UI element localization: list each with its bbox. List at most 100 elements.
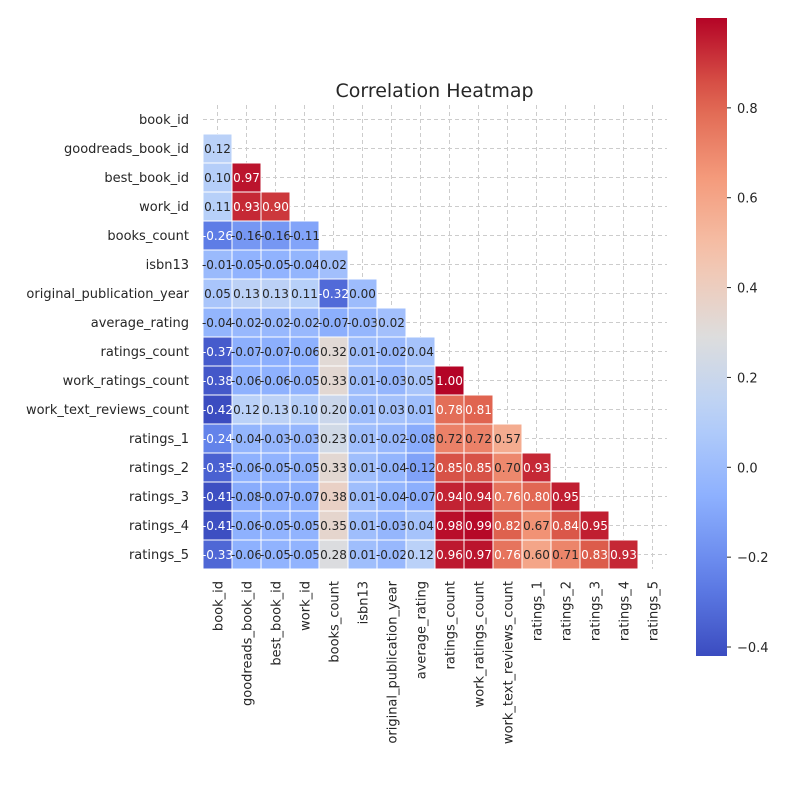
cell-value-label: 0.82 [494,519,521,533]
cell-value-label: 0.03 [378,403,405,417]
x-tick-label: work_ratings_count [473,581,488,707]
cell-value-label: 0.10 [204,171,231,185]
cell-value-label: -0.06 [260,374,291,388]
cell-value-label: -0.37 [202,345,233,359]
heatmap-cell [434,365,465,396]
cell-value-label: -0.03 [347,316,378,330]
y-tick-label: books_count [107,229,189,244]
cell-value-label: -0.16 [231,229,262,243]
heatmap-cell [202,365,233,396]
cell-value-label: -0.05 [260,548,291,562]
cell-value-label: 0.13 [262,403,289,417]
cell-value-label: -0.04 [376,461,407,475]
cell-value-label: -0.02 [376,345,407,359]
heatmap-cell [260,307,291,338]
cell-value-label: 0.93 [523,461,550,475]
y-tick-label: ratings_3 [129,490,189,505]
heatmap-cell [260,394,291,425]
cell-value-label: -0.06 [289,345,320,359]
cell-value-label: 0.94 [436,490,463,504]
y-tick-label: work_ratings_count [63,374,189,389]
cell-value-label: 0.01 [349,519,376,533]
cell-value-label: 0.33 [320,461,347,475]
heatmap-cell [289,481,320,512]
cell-value-label: -0.03 [289,432,320,446]
cell-value-label: -0.41 [202,519,233,533]
cell-value-label: 0.67 [523,519,550,533]
cell-value-label: -0.42 [202,403,233,417]
cell-value-label: -0.26 [202,229,233,243]
heatmap-cell [231,452,262,483]
cell-value-label: 0.11 [204,200,231,214]
cell-value-label: -0.06 [231,548,262,562]
heatmap-cell [202,191,233,222]
colorbar-tick-label: 0.6 [737,192,758,207]
cell-value-label: -0.02 [231,316,262,330]
cell-value-label: -0.07 [260,490,291,504]
heatmap-cell [521,481,552,512]
heatmap-cell [521,539,552,570]
heatmap-cell [202,423,233,454]
cell-value-label: 0.96 [436,548,463,562]
y-tick-label: ratings_count [101,345,189,360]
chart-title: Correlation Heatmap [335,80,533,102]
cell-value-label: -0.07 [231,345,262,359]
cell-value-label: -0.38 [202,374,233,388]
heatmap-cell [405,336,436,367]
cell-value-label: 0.23 [320,432,347,446]
x-tick-label: ratings_1 [531,581,546,641]
heatmap-cell [318,249,349,280]
heatmap-cell [289,220,320,251]
heatmap-cell [231,278,262,309]
cell-value-label: -0.05 [289,461,320,475]
cell-value-label: 0.85 [465,461,492,475]
cell-value-label: -0.02 [376,548,407,562]
cell-value-label: 0.99 [465,519,492,533]
heatmap-cell [289,307,320,338]
y-tick-label: isbn13 [146,258,189,273]
cell-value-label: 0.95 [552,490,579,504]
colorbar: −0.4 −0.2 0.0 0.2 0.4 0.6 0.8 [696,18,769,656]
cell-value-label: 0.04 [407,345,434,359]
cell-value-label: -0.03 [376,374,407,388]
cell-value-label: -0.05 [231,258,262,272]
cell-value-label: 0.01 [349,461,376,475]
heatmap-cell [202,249,233,280]
cell-value-label: -0.06 [231,519,262,533]
x-tick-label: best_book_id [270,581,285,666]
cell-value-label: 0.94 [465,490,492,504]
colorbar-tick-label: −0.2 [737,551,769,566]
y-tick-label: goodreads_book_id [64,142,189,157]
cell-value-label: 0.28 [320,548,347,562]
heatmap-cell [521,452,552,483]
heatmap-cell [463,394,494,425]
heatmap-cell [579,539,610,570]
y-tick-label: ratings_5 [129,548,189,563]
heatmap-cell [289,539,320,570]
heatmap-cell [231,336,262,367]
cell-value-label: 0.13 [262,287,289,301]
heatmap-cell [463,510,494,541]
cell-value-label: 0.93 [610,548,637,562]
heatmap-cell [318,423,349,454]
cell-value-label: 0.80 [523,490,550,504]
cell-value-label: 0.01 [349,490,376,504]
cell-value-label: 0.38 [320,490,347,504]
heatmap-cell [376,365,407,396]
cell-value-label: 0.76 [494,490,521,504]
cell-value-label: -0.08 [231,490,262,504]
heatmap-cell [347,336,378,367]
cell-value-label: 0.90 [262,200,289,214]
cell-value-label: 0.76 [494,548,521,562]
cell-value-label: -0.08 [405,432,436,446]
heatmap-cell [492,423,523,454]
heatmap-cell [608,539,639,570]
y-axis-tick-labels: book_id goodreads_book_id best_book_idwork… [26,113,190,563]
y-tick-label: work_id [139,200,189,215]
cell-value-label: 0.12 [407,548,434,562]
y-tick-label: ratings_1 [129,432,189,447]
heatmap-cell [463,481,494,512]
heatmap-cell [376,452,407,483]
cell-value-label: -0.02 [260,316,291,330]
